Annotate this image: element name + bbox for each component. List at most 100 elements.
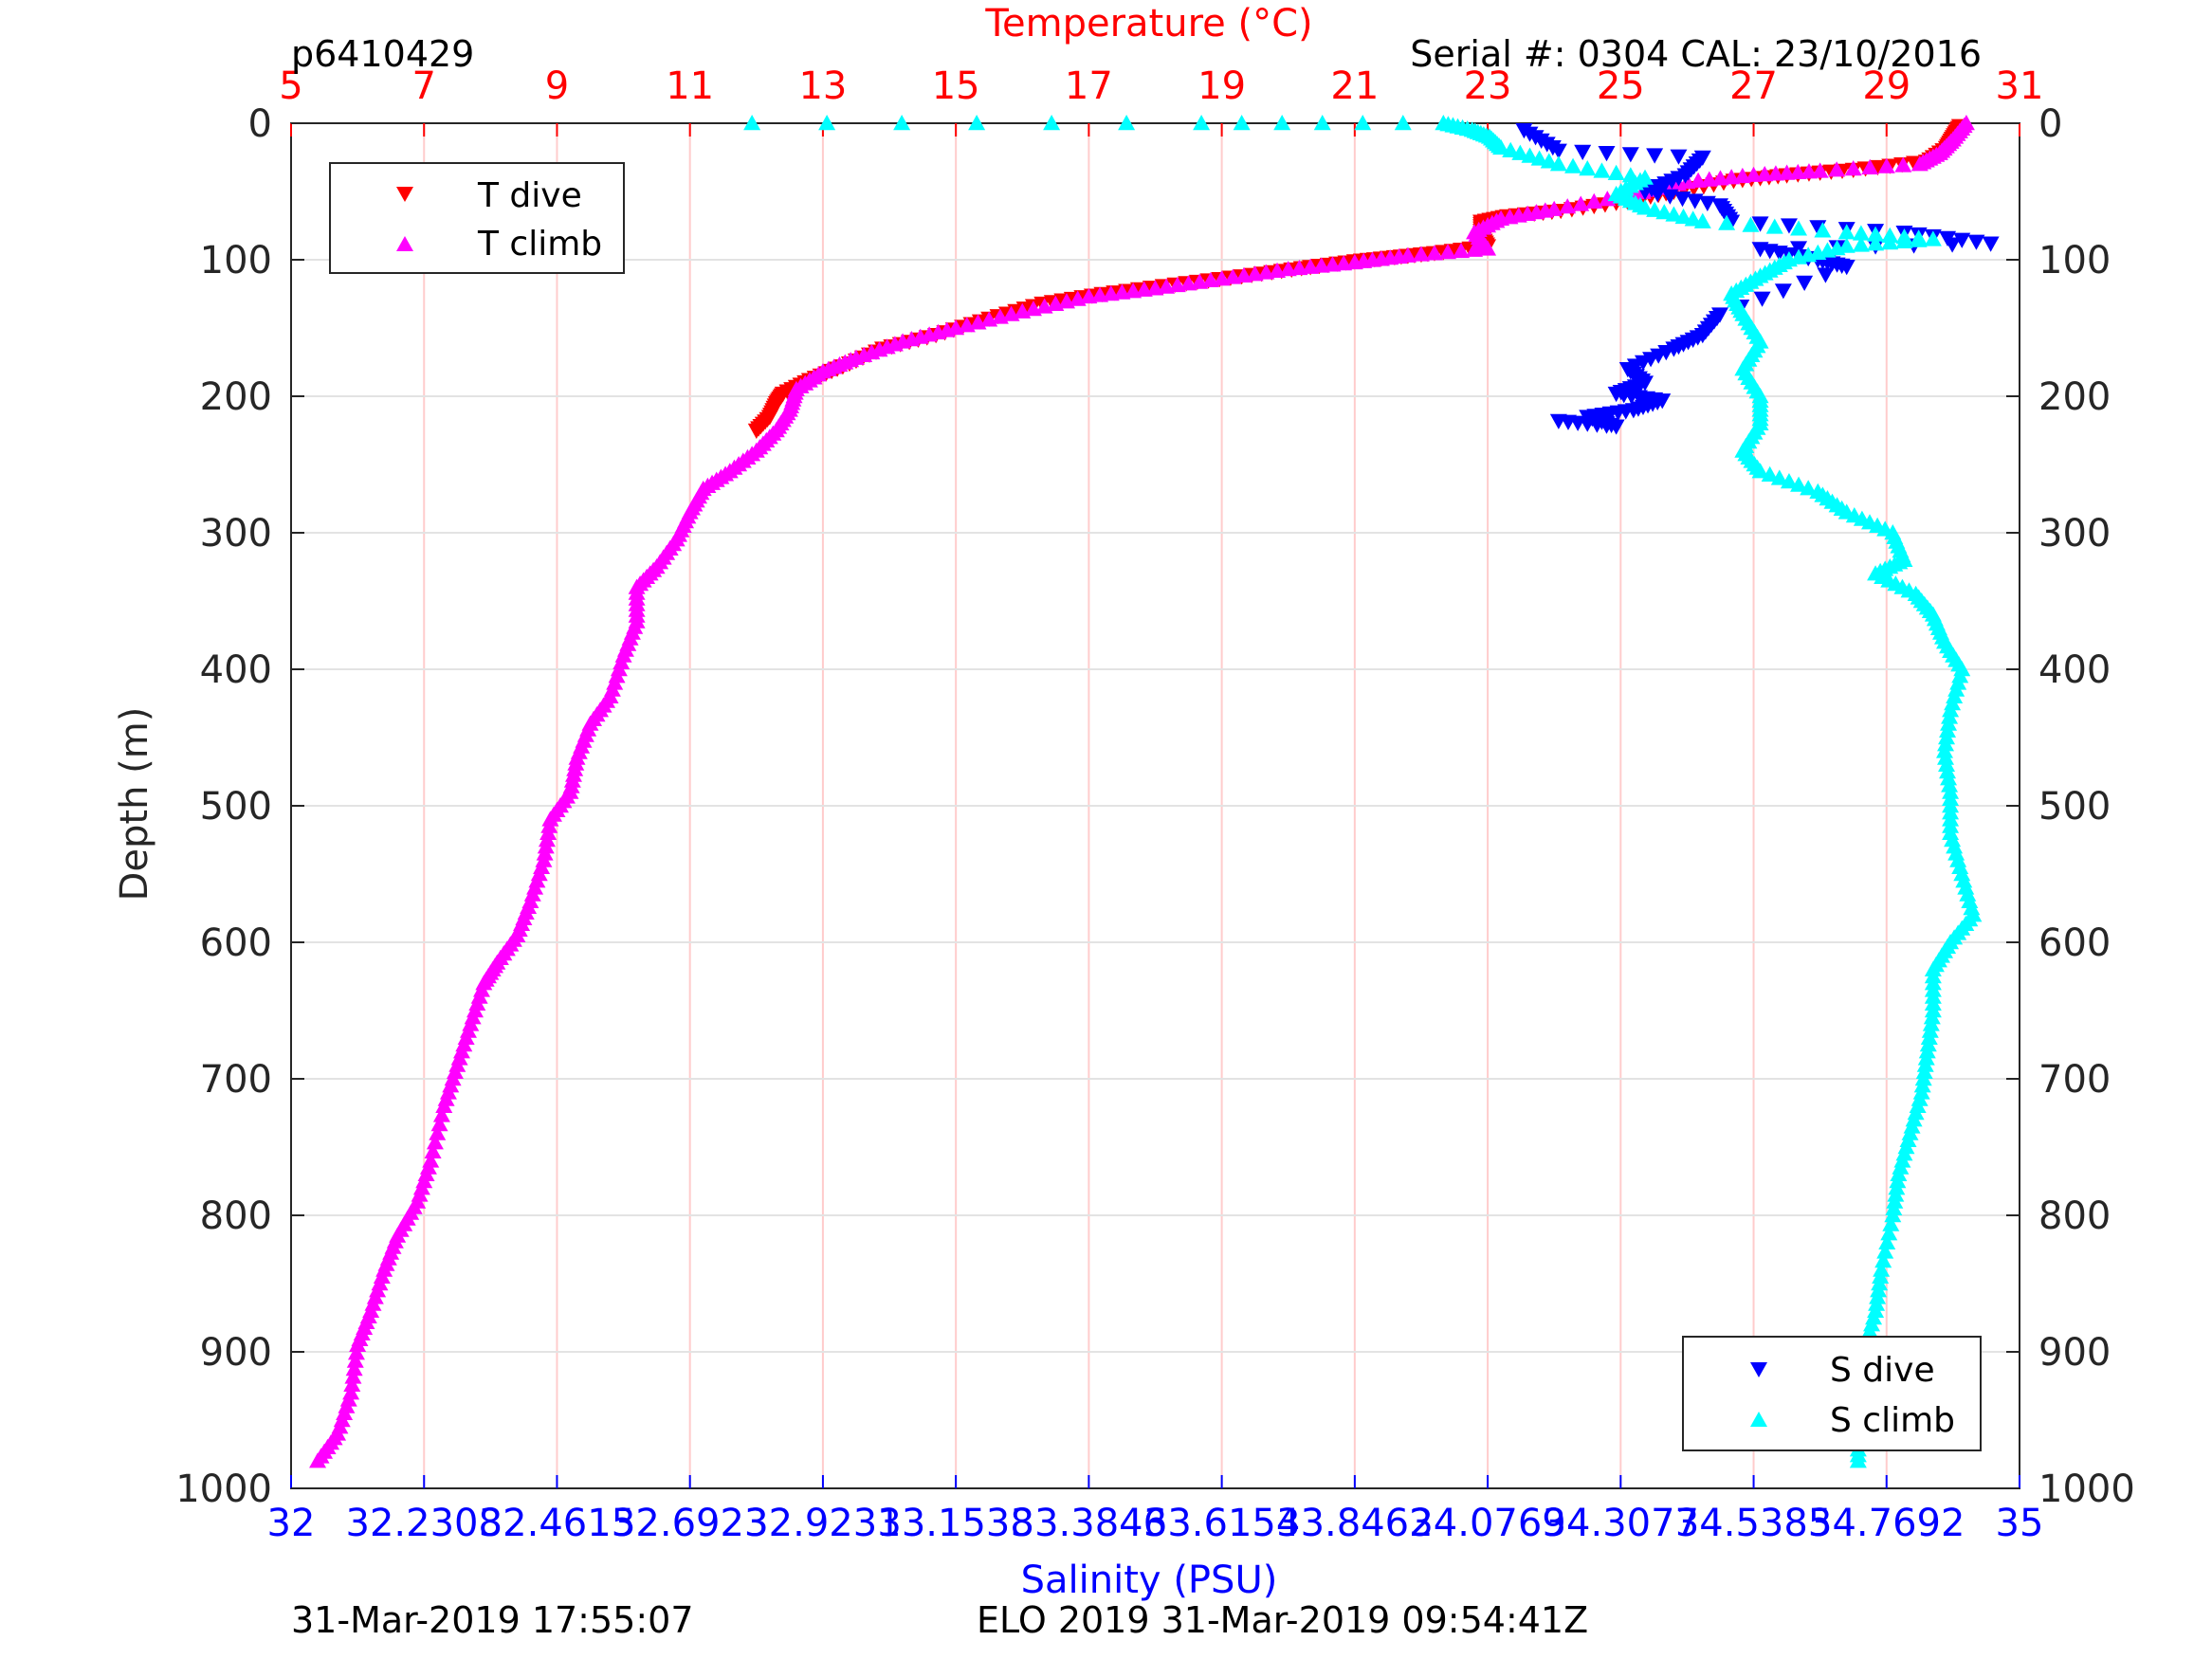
t-climb-point — [1124, 283, 1143, 299]
s-dive-legend-marker — [1750, 1362, 1767, 1377]
s-climb-point — [1693, 212, 1711, 228]
salinity-tick-label: 33.1538 — [877, 1502, 1033, 1545]
depth-axis-title: Depth (m) — [113, 707, 156, 902]
s-climb-point — [1502, 141, 1520, 157]
t-dive-legend-marker — [396, 187, 413, 202]
s-climb-point — [1873, 1261, 1891, 1277]
depth-tick-label-left: 500 — [200, 785, 272, 829]
s-climb-point — [1876, 1243, 1894, 1259]
t-climb-point — [1290, 259, 1308, 276]
t-climb-point — [1324, 256, 1342, 272]
s-climb-point — [1939, 763, 1957, 779]
salinity-tick-label: 33.6154 — [1143, 1502, 1300, 1545]
s-dive-point — [1549, 413, 1567, 429]
t-climb-point — [1778, 164, 1796, 180]
s-dive-point — [1967, 234, 1985, 250]
depth-tick-label-right: 1000 — [2038, 1468, 2135, 1511]
t-climb-point — [1425, 245, 1443, 261]
s-climb-point — [1530, 150, 1548, 166]
s-dive-point — [1796, 275, 1814, 291]
s-climb-point — [1819, 242, 1837, 258]
t-climb-point — [1002, 305, 1020, 321]
temperature-tick-label: 17 — [1065, 64, 1113, 108]
s-climb-point — [1870, 1282, 1888, 1298]
s-dive-point — [1753, 291, 1771, 307]
s-climb-point — [1751, 463, 1769, 479]
s-climb-point — [1665, 206, 1683, 222]
t-climb-point — [1257, 264, 1275, 280]
salinity-tick-label: 34.7692 — [1808, 1502, 1965, 1545]
s-climb-point — [893, 115, 911, 131]
s-climb-point — [1919, 1036, 1937, 1052]
s-climb-point — [1921, 1022, 1939, 1038]
s-climb-point — [743, 115, 761, 131]
s-climb-point — [1938, 756, 1956, 772]
t-dive-point — [1869, 159, 1887, 176]
t-climb-point — [538, 831, 556, 848]
t-climb-point — [426, 1134, 444, 1150]
t-climb-point — [1312, 257, 1330, 273]
s-climb-point — [1607, 164, 1625, 180]
temperature-tick-label: 19 — [1197, 64, 1246, 108]
s-climb-point — [818, 115, 836, 131]
temperature-tick-label: 23 — [1464, 64, 1512, 108]
s-dive-point — [1751, 216, 1769, 232]
t-climb-point — [1412, 246, 1430, 262]
s-climb-point — [1593, 162, 1611, 178]
s-climb-point — [1809, 244, 1827, 260]
s-climb-point — [1869, 1288, 1887, 1304]
temperature-axis-title: Temperature (°C) — [984, 2, 1312, 46]
temperature-tick-label: 5 — [279, 64, 302, 108]
s-climb-point — [1890, 1165, 1908, 1181]
t-climb-point — [1766, 165, 1784, 181]
t-climb-point — [424, 1142, 442, 1158]
footer-timestamp: 31-Mar-2019 17:55:07 — [291, 1599, 694, 1641]
depth-tick-label-right: 900 — [2038, 1331, 2111, 1375]
temperature-tick-label: 9 — [545, 64, 569, 108]
t-climb-point — [1828, 161, 1846, 177]
t-climb-point — [430, 1116, 448, 1132]
s-climb-point — [1867, 226, 1885, 242]
s-climb-point — [1492, 138, 1510, 155]
s-dive-point — [1670, 149, 1688, 165]
s-climb-point — [1885, 1199, 1903, 1215]
s-climb-point — [1800, 480, 1818, 496]
t-climb-point — [1559, 198, 1577, 214]
t-climb-point — [1201, 271, 1219, 288]
t-climb-point — [1335, 255, 1353, 271]
t-climb-point — [1246, 265, 1264, 282]
t-climb-point — [958, 317, 976, 333]
s-climb-point — [1118, 115, 1136, 131]
depth-tick-label-right: 200 — [2038, 375, 2111, 419]
s-climb-point — [1233, 115, 1251, 131]
s-climb-point — [1941, 776, 1959, 793]
s-climb-point — [1564, 157, 1582, 173]
t-climb-point — [1191, 273, 1209, 289]
s-climb-point — [1655, 204, 1673, 220]
salinity-legend: S dive S climb — [1682, 1336, 1982, 1451]
depth-tick-label-left: 100 — [200, 239, 272, 283]
salinity-axis-title: Salinity (PSU) — [1021, 1559, 1278, 1602]
s-climb-point — [1910, 231, 1928, 247]
t-climb-point — [1135, 281, 1153, 297]
t-climb-point — [1168, 276, 1186, 293]
temperature-legend-box — [329, 162, 625, 274]
s-climb-point — [1872, 1267, 1890, 1284]
t-climb-point — [991, 308, 1009, 324]
t-climb-point — [980, 311, 998, 327]
s-climb-point — [1874, 1252, 1892, 1268]
s-climb-point — [1920, 1029, 1938, 1045]
depth-tick-label-left: 600 — [200, 921, 272, 965]
t-climb-point — [1572, 195, 1590, 211]
s-climb-point — [1837, 237, 1856, 253]
s-climb-point — [1790, 476, 1808, 492]
t-climb-point — [435, 1097, 453, 1113]
s-climb-point — [1313, 115, 1331, 131]
temperature-tick-label: 29 — [1862, 64, 1910, 108]
s-climb-point — [1790, 248, 1808, 264]
s-climb-point — [1886, 1193, 1904, 1209]
t-climb-point — [1014, 302, 1032, 319]
depth-tick-label-right: 800 — [2038, 1194, 2111, 1238]
t-climb-point — [1024, 301, 1042, 317]
